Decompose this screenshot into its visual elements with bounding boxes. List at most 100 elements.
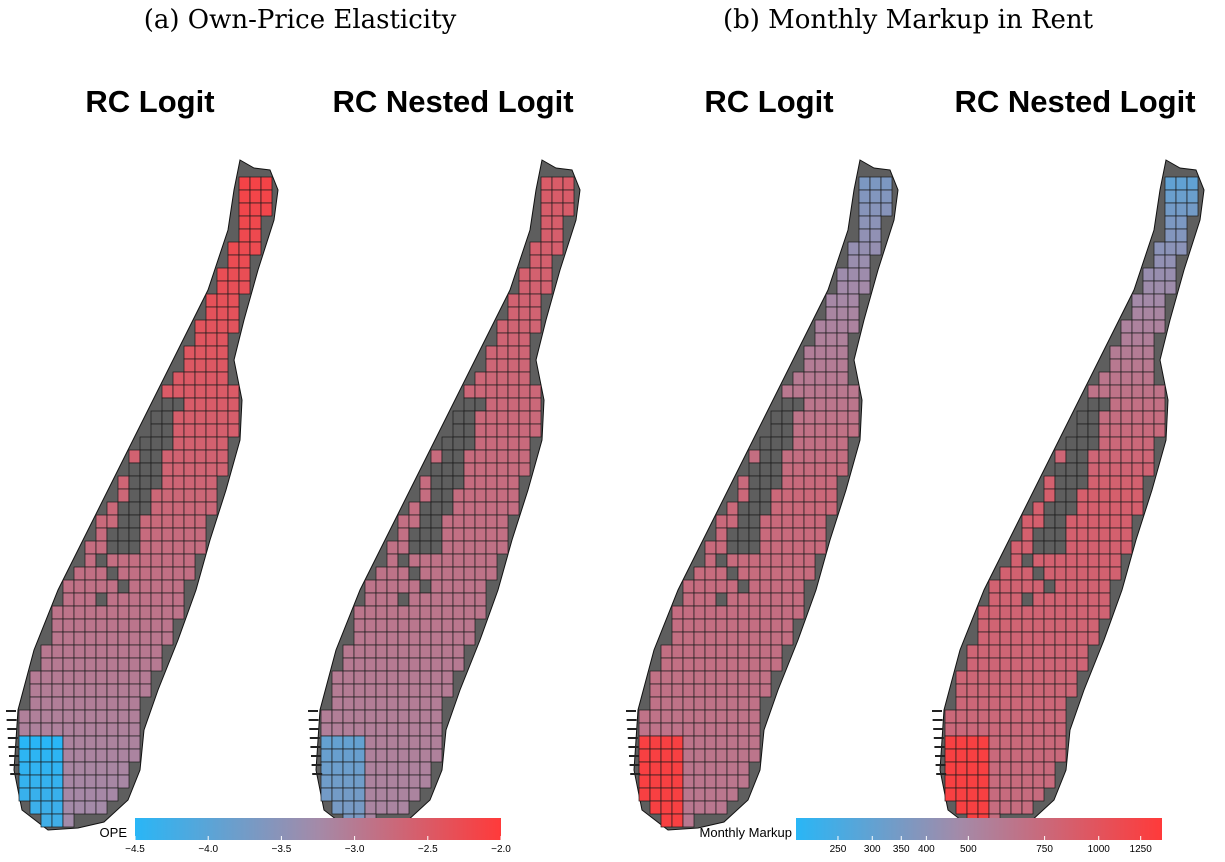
tract-block [463,488,476,503]
tract-block [95,722,108,737]
tract-block [781,631,794,646]
park-block [452,423,465,438]
tract-block [441,553,454,568]
park-block [759,449,772,464]
tract-block [660,774,673,789]
tract-block [342,683,355,698]
tract-block [150,618,163,633]
colorbar-b: Monthly Markup 250 300 350 400 500 750 1000 125… [700,818,1162,855]
tract-block [408,683,421,698]
tract-block [693,644,706,659]
tract-block [988,709,1001,724]
tract-block [95,787,108,802]
tract-block [999,566,1012,581]
tract-block [759,631,772,646]
tract-block [205,475,218,490]
tract-block [375,644,388,659]
tract-block [682,787,695,802]
tract-block [1021,644,1034,659]
tract-block [814,319,827,334]
tract-block [117,631,130,646]
tract-block [737,618,750,633]
tract-block [84,553,97,568]
tract-block [95,774,108,789]
tract-block [781,579,794,594]
tract-block [759,683,772,698]
tract-block [748,605,761,620]
tract-block [759,644,772,659]
tract-block [331,787,344,802]
tract-block [1120,410,1133,425]
tract-block [397,696,410,711]
tract-block [227,254,240,269]
pier [7,728,18,730]
tract-block [150,644,163,659]
tract-block [29,683,42,698]
tract-block [441,527,454,542]
tract-block [529,423,542,438]
tract-block [172,488,185,503]
tract-block [715,709,728,724]
tract-block [1131,423,1144,438]
park-block [1098,397,1111,412]
tract-block [814,358,827,373]
tract-block [781,384,794,399]
tract-block [364,696,377,711]
tract-block [966,787,979,802]
tract-block [375,722,388,737]
tract-block [496,319,509,334]
tract-block [139,540,152,555]
tract-block [128,566,141,581]
tract-block [331,722,344,737]
tract-block [988,735,1001,750]
tract-block [858,241,871,256]
tract-block [869,176,882,191]
tract-block [18,774,31,789]
tract-block [1065,553,1078,568]
tract-block [95,540,108,555]
tract-block [73,566,86,581]
tract-block [485,488,498,503]
tract-block [320,709,333,724]
tract-block [955,774,968,789]
tract-block [540,215,553,230]
park-block [139,462,152,477]
tract-block [660,657,673,672]
park-block [117,579,130,594]
tract-block [715,579,728,594]
pier [932,719,943,721]
tract-block [73,735,86,750]
tract-block [342,670,355,685]
tract-block [836,423,849,438]
tract-block [463,553,476,568]
tract-block [375,618,388,633]
pier [932,710,942,712]
tract-block [649,683,662,698]
tract-block [1142,371,1155,386]
tract-block [205,488,218,503]
tract-block [988,787,1001,802]
tract-block [496,449,509,464]
tract-block [227,306,240,321]
map-a2-title: RC Nested Logit [332,84,573,119]
tract-block [183,384,196,399]
tract-block [518,436,531,451]
tract-block [1186,202,1199,217]
tract-block [1054,566,1067,581]
tract-block [869,215,882,230]
park-block [781,436,794,451]
tract-block [507,358,520,373]
tract-block [988,670,1001,685]
tract-block [172,436,185,451]
tract-block [1098,540,1111,555]
park-block [1065,436,1078,451]
tract-block [227,280,240,295]
tract-block [1032,735,1045,750]
tract-block [408,722,421,737]
tract-block [529,397,542,412]
tract-block [485,436,498,451]
tract-block [106,657,119,672]
tract-block [518,358,531,373]
tract-block [29,800,42,815]
tract-block [693,618,706,633]
